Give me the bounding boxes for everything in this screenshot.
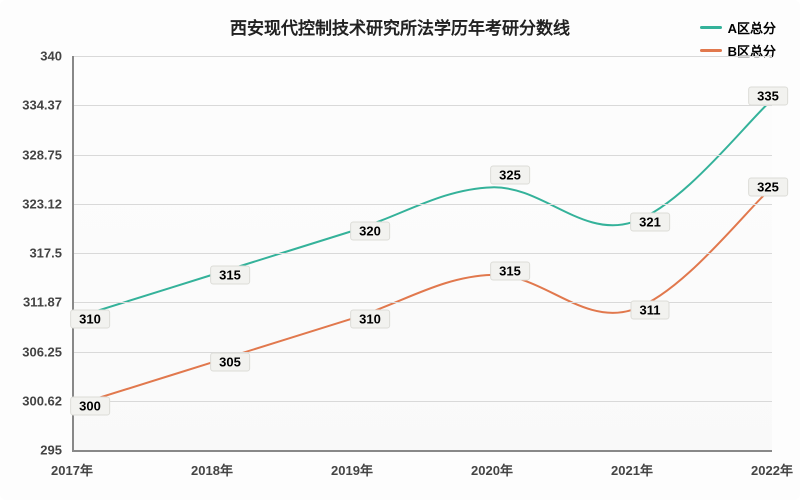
data-label: 305 (210, 353, 250, 372)
y-tick-label: 340 (0, 49, 62, 64)
data-label: 310 (350, 309, 390, 328)
gridline (72, 56, 772, 57)
data-label: 325 (490, 166, 530, 185)
y-tick-label: 311.87 (0, 295, 62, 310)
x-tick-label: 2018年 (191, 460, 233, 479)
x-tick-label: 2022年 (751, 460, 793, 479)
gridline (72, 352, 772, 353)
x-tick-label: 2019年 (331, 460, 373, 479)
data-label: 315 (210, 265, 250, 284)
gridline (72, 105, 772, 106)
y-axis (72, 56, 74, 450)
x-tick-label: 2020年 (471, 460, 513, 479)
data-label: 325 (748, 178, 788, 197)
y-tick-label: 306.25 (0, 344, 62, 359)
data-label: 311 (631, 300, 670, 319)
x-tick-label: 2021年 (611, 460, 653, 479)
gridline (72, 401, 772, 402)
y-tick-label: 328.75 (0, 147, 62, 162)
x-tick-label: 2017年 (51, 460, 93, 479)
line-svg (0, 0, 800, 500)
data-label: 300 (70, 397, 110, 416)
data-label: 315 (490, 261, 530, 280)
gridline (72, 155, 772, 156)
gridline (72, 204, 772, 205)
y-tick-label: 317.5 (0, 246, 62, 261)
x-axis (72, 450, 772, 452)
data-label: 335 (748, 86, 788, 105)
y-tick-label: 334.37 (0, 98, 62, 113)
gridline (72, 253, 772, 254)
y-tick-label: 295 (0, 443, 62, 458)
data-label: 320 (350, 222, 390, 241)
data-label: 310 (70, 309, 110, 328)
y-tick-label: 323.12 (0, 196, 62, 211)
data-label: 321 (630, 213, 670, 232)
series-line (72, 100, 772, 319)
y-tick-label: 300.62 (0, 393, 62, 408)
chart-container: 西安现代控制技术研究所法学历年考研分数线 A区总分 B区总分 295300.62… (0, 0, 800, 500)
